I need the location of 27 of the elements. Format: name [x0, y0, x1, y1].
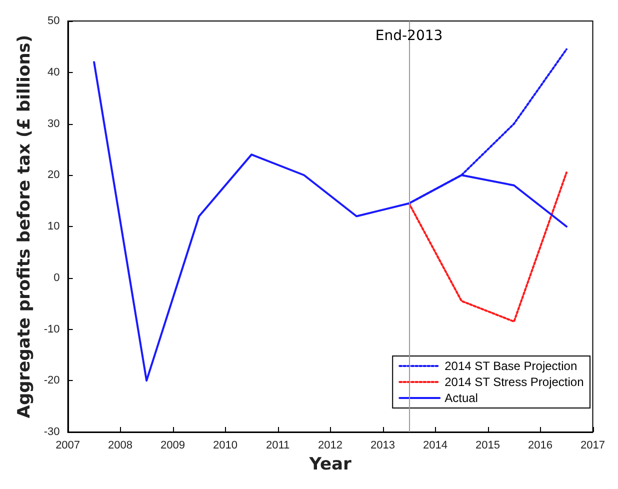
x-tick-label: 2007 — [56, 440, 80, 452]
y-tick-label: 10 — [48, 220, 60, 232]
y-tick-label: -30 — [44, 426, 60, 438]
legend-label: 2014 ST Stress Projection — [444, 375, 584, 389]
y-tick-label: 50 — [48, 15, 60, 27]
legend-label: Actual — [444, 391, 478, 405]
y-tick-label: 30 — [48, 118, 60, 130]
y-tick-label: -10 — [44, 323, 60, 336]
line-series — [408, 172, 568, 323]
x-tick-label: 2010 — [213, 440, 238, 452]
x-axis-title: Year — [308, 454, 352, 474]
x-tick-label: 2014 — [423, 440, 448, 452]
legend-label: 2014 ST Base Projection — [444, 359, 578, 373]
x-tick-label: 2008 — [108, 440, 133, 452]
x-tick-label: 2015 — [476, 440, 500, 452]
x-tick-label: 2016 — [528, 440, 553, 452]
x-tick-label: 2011 — [266, 440, 290, 452]
x-tick-label: 2009 — [160, 440, 186, 452]
x-tick-label: 2013 — [370, 440, 396, 452]
y-tick-label: -20 — [44, 374, 60, 387]
ref-line-label: End-2013 — [375, 28, 443, 44]
y-tick-label: 0 — [54, 272, 60, 284]
y-tick-label: 40 — [48, 66, 60, 78]
x-tick-label: 2012 — [318, 440, 343, 452]
x-tick-label: 2017 — [580, 440, 606, 452]
y-tick-label: 20 — [48, 169, 60, 182]
y-axis-title: Aggregate profits before tax (£ billions) — [14, 34, 34, 418]
